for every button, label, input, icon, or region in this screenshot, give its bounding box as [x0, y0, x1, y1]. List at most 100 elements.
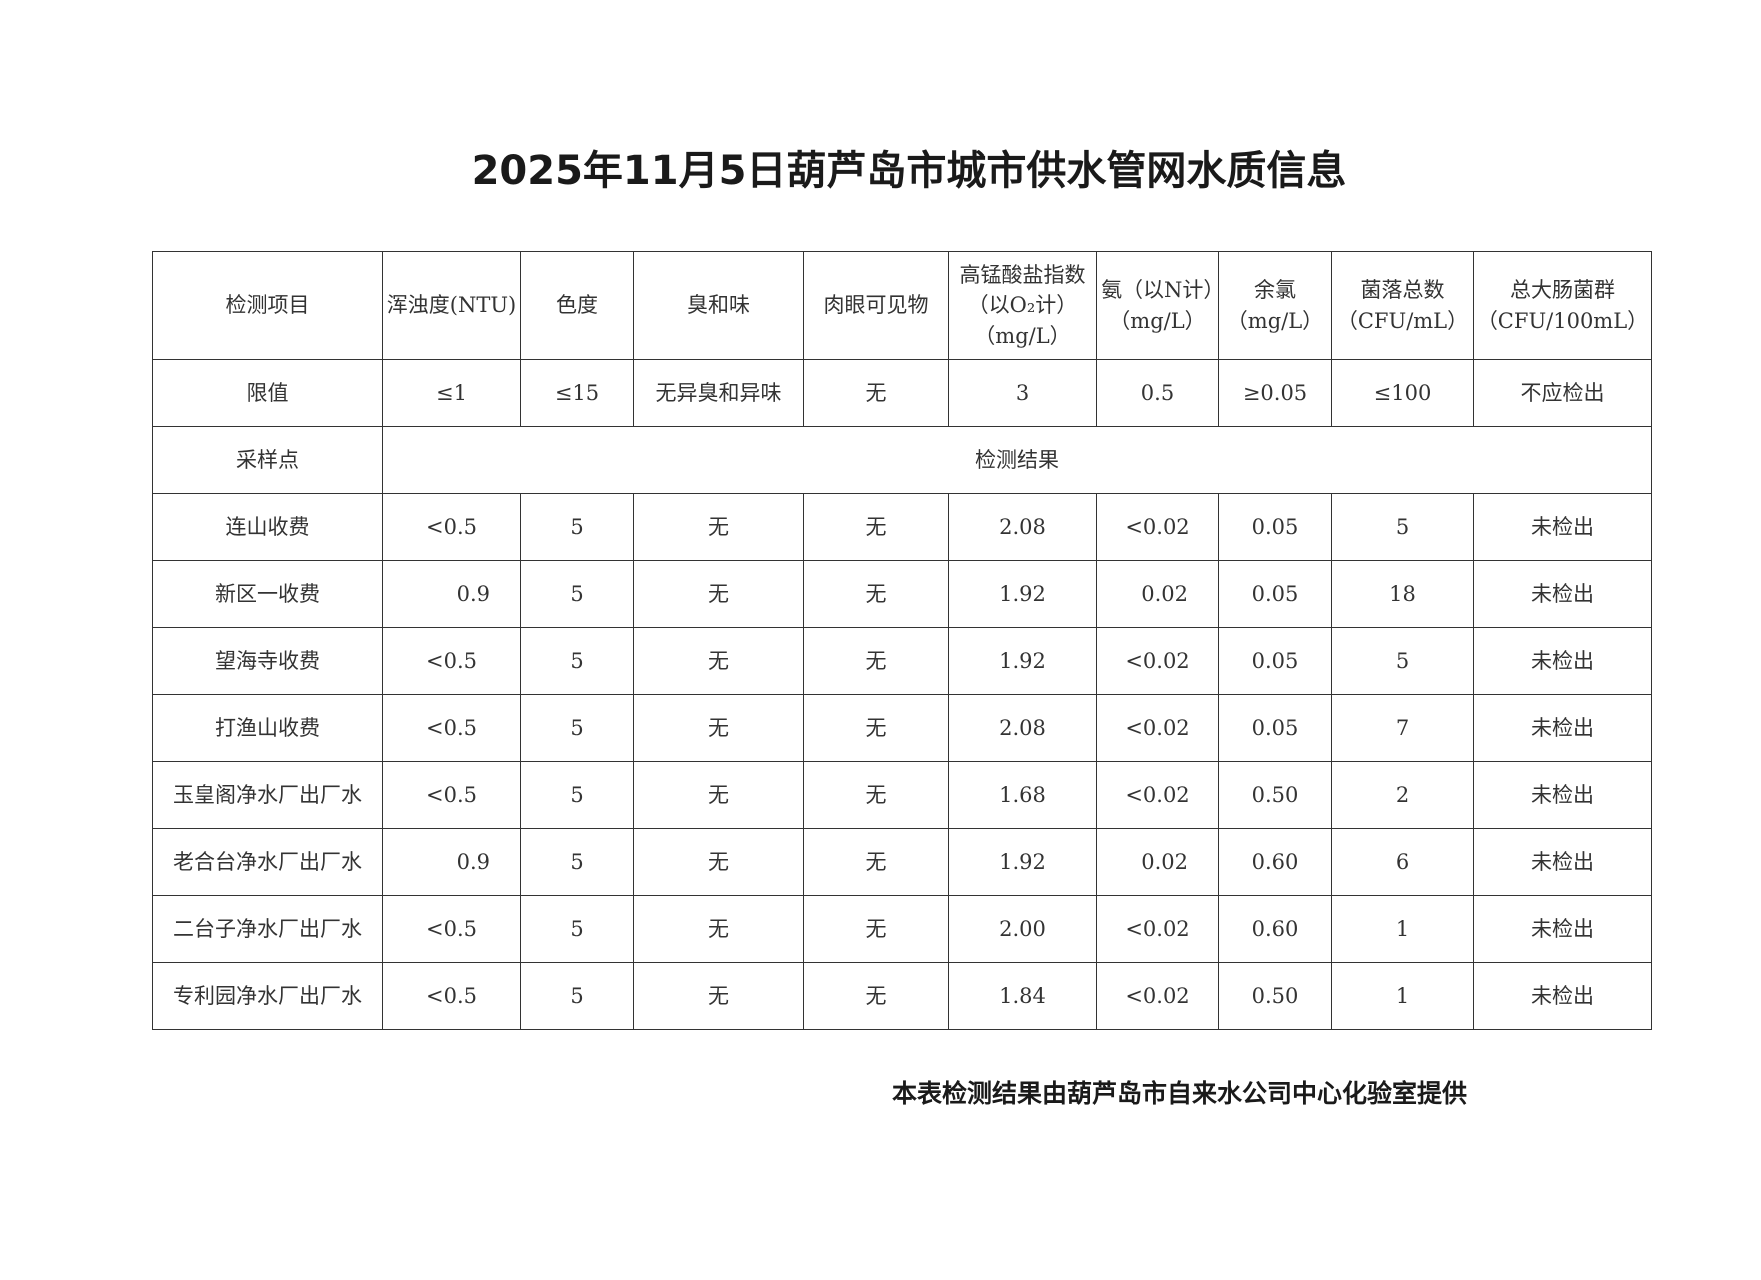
- result-value: 无: [633, 761, 804, 829]
- limit-value: 不应检出: [1473, 359, 1652, 427]
- result-value: 2: [1331, 761, 1474, 829]
- table-row: 老合台净水厂出厂水 0.9 5 无无 1.92 0.02 0.60 6 未检出: [152, 828, 1652, 896]
- result-value: 无: [803, 493, 949, 561]
- result-value: 0.05: [1218, 493, 1332, 561]
- table-row: 新区一收费 0.9 5 无无 1.92 0.02 0.05 18 未检出: [152, 560, 1652, 628]
- limits-label: 限值: [152, 359, 383, 427]
- footer-note: 本表检测结果由葫芦岛市自来水公司中心化验室提供: [892, 1079, 1468, 1108]
- limit-value: 无: [803, 359, 949, 427]
- result-value: 未检出: [1473, 761, 1652, 829]
- result-value: 5: [520, 962, 634, 1030]
- sample-point: 老合台净水厂出厂水: [152, 828, 383, 896]
- result-value: 5: [520, 828, 634, 896]
- result-value: 1.68: [948, 761, 1097, 829]
- result-value: 0.05: [1218, 627, 1332, 695]
- limit-value: 3: [948, 359, 1097, 427]
- result-value: <0.02: [1096, 895, 1219, 963]
- sample-point: 二台子净水厂出厂水: [152, 895, 383, 963]
- result-value: 5: [520, 895, 634, 963]
- result-value: 1.92: [948, 560, 1097, 628]
- result-value: 无: [633, 962, 804, 1030]
- result-value: 0.60: [1218, 828, 1332, 896]
- column-header: 总大肠菌群（CFU/100mL）: [1473, 251, 1652, 360]
- limit-value: ≤100: [1331, 359, 1474, 427]
- result-value: 0.50: [1218, 761, 1332, 829]
- limits-row: 限值 ≤1 ≤15 无异臭和异味无 3 0.5 ≥0.05 ≤100 不应检出: [152, 359, 1652, 427]
- result-value: 2.00: [948, 895, 1097, 963]
- sample-point: 专利园净水厂出厂水: [152, 962, 383, 1030]
- table-row: 二台子净水厂出厂水 <0.5 5 无无 2.00 <0.02 0.60 1 未检出: [152, 895, 1652, 963]
- page-title: 2025年11月5日葫芦岛市城市供水管网水质信息: [471, 148, 1347, 194]
- table-row: 玉皇阁净水厂出厂水 <0.5 5 无无 1.68 <0.02 0.50 2 未检出: [152, 761, 1652, 829]
- result-value: 无: [803, 694, 949, 762]
- result-value: <0.02: [1096, 627, 1219, 695]
- result-value: 5: [520, 627, 634, 695]
- result-value: 无: [633, 694, 804, 762]
- result-value: 5: [520, 694, 634, 762]
- result-value: 无: [803, 895, 949, 963]
- result-value: 无: [633, 828, 804, 896]
- result-value: 5: [520, 761, 634, 829]
- limit-value: ≤15: [520, 359, 634, 427]
- result-value: 5: [520, 493, 634, 561]
- section-row: 采样点 检测结果: [152, 426, 1652, 494]
- table-row: 望海寺收费 <0.5 5 无无 1.92 <0.02 0.05 5 未检出: [152, 627, 1652, 695]
- result-value: 1.92: [948, 828, 1097, 896]
- result-value: 未检出: [1473, 560, 1652, 628]
- result-value: 1: [1331, 962, 1474, 1030]
- column-header: 肉眼可见物: [803, 251, 949, 360]
- result-value: 0.9: [382, 828, 521, 896]
- result-value: 未检出: [1473, 828, 1652, 896]
- result-value: <0.02: [1096, 962, 1219, 1030]
- sample-point: 连山收费: [152, 493, 383, 561]
- result-value: 0.50: [1218, 962, 1332, 1030]
- column-header: 色度: [520, 251, 634, 360]
- result-value: <0.02: [1096, 493, 1219, 561]
- result-value: 无: [803, 828, 949, 896]
- results-label: 检测结果: [382, 426, 1652, 494]
- result-value: 无: [803, 627, 949, 695]
- result-value: 1.92: [948, 627, 1097, 695]
- result-value: 1.84: [948, 962, 1097, 1030]
- result-value: 0.60: [1218, 895, 1332, 963]
- result-value: 7: [1331, 694, 1474, 762]
- result-value: 1: [1331, 895, 1474, 963]
- result-value: 未检出: [1473, 493, 1652, 561]
- result-value: 2.08: [948, 493, 1097, 561]
- result-value: <0.5: [382, 694, 521, 762]
- limit-value: 0.5: [1096, 359, 1219, 427]
- sample-point: 望海寺收费: [152, 627, 383, 695]
- result-value: 5: [1331, 493, 1474, 561]
- result-value: 18: [1331, 560, 1474, 628]
- result-value: 无: [633, 895, 804, 963]
- result-value: <0.5: [382, 627, 521, 695]
- result-value: <0.5: [382, 962, 521, 1030]
- result-value: 0.9: [382, 560, 521, 628]
- result-value: 无: [803, 962, 949, 1030]
- result-value: 未检出: [1473, 895, 1652, 963]
- result-value: <0.5: [382, 895, 521, 963]
- column-header: 高锰酸盐指数（以O₂计）（mg/L）: [948, 251, 1097, 360]
- result-value: <0.02: [1096, 761, 1219, 829]
- result-value: 0.02: [1096, 828, 1219, 896]
- water-quality-table: 检测项目 浑浊度(NTU) 色度 臭和味 肉眼可见物 高锰酸盐指数（以O₂计）（mg/L）…: [152, 251, 1652, 1030]
- result-value: <0.02: [1096, 694, 1219, 762]
- result-value: 0.05: [1218, 694, 1332, 762]
- column-header: 浑浊度(NTU): [382, 251, 521, 360]
- result-value: 无: [633, 493, 804, 561]
- sample-point: 新区一收费: [152, 560, 383, 628]
- column-header: 菌落总数（CFU/mL）: [1331, 251, 1474, 360]
- limit-value: 无异臭和异味: [633, 359, 804, 427]
- sample-point-label: 采样点: [152, 426, 383, 494]
- column-header: 检测项目: [152, 251, 383, 360]
- result-value: 6: [1331, 828, 1474, 896]
- result-value: 未检出: [1473, 694, 1652, 762]
- result-value: 无: [633, 627, 804, 695]
- result-value: 无: [803, 560, 949, 628]
- limit-value: ≥0.05: [1218, 359, 1332, 427]
- result-value: 无: [803, 761, 949, 829]
- header-row: 检测项目 浑浊度(NTU) 色度 臭和味 肉眼可见物 高锰酸盐指数（以O₂计）（mg/L）…: [152, 251, 1652, 360]
- sample-point: 打渔山收费: [152, 694, 383, 762]
- result-value: 2.08: [948, 694, 1097, 762]
- column-header: 臭和味: [633, 251, 804, 360]
